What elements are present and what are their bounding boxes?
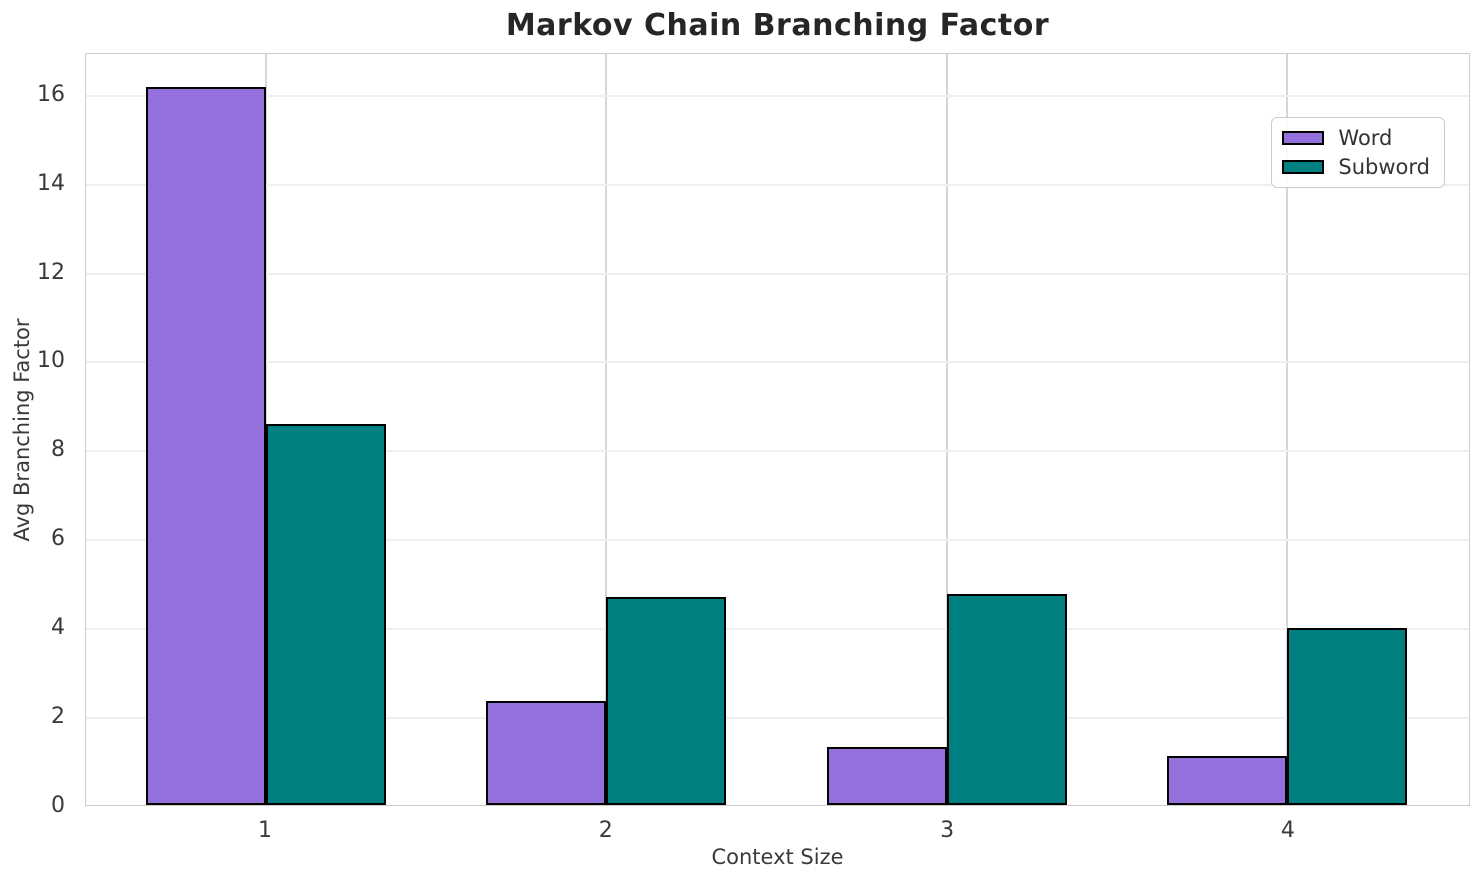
gridline-h-10 [86,361,1469,364]
gridline-h-16 [86,94,1469,97]
y-axis-label: Avg Branching Factor [10,318,34,542]
gridline-v-4 [1286,54,1289,805]
plot-inner [86,54,1469,805]
legend-label-subword: Subword [1338,155,1430,179]
y-tick-label-14: 14 [37,170,65,196]
bar-word-2 [486,700,606,805]
plot-area: Word Subword [85,53,1470,806]
gridline-h-14 [86,183,1469,186]
bar-word-4 [1167,756,1288,805]
legend-swatch-subword [1282,160,1325,174]
legend: Word Subword [1271,117,1445,188]
x-tick-label-4: 4 [1280,818,1295,843]
legend-label-word: Word [1338,126,1393,150]
y-tick-label-8: 8 [51,437,65,463]
gridline-v-3 [945,54,948,805]
legend-item-word: Word [1282,126,1430,150]
bar-word-3 [827,747,947,805]
y-tick-label-10: 10 [37,348,65,374]
x-tick-label-2: 2 [598,818,613,843]
x-tick-label-3: 3 [940,818,955,843]
y-tick-label-0: 0 [51,793,65,818]
gridline-v-2 [605,54,607,805]
y-tick-label-6: 6 [51,526,65,552]
bar-subword-2 [606,596,726,805]
chart-title: Markov Chain Branching Factor [505,8,1050,43]
y-tick-label-4: 4 [51,615,65,641]
bar-subword-3 [946,594,1067,805]
y-tick-label-16: 16 [37,81,65,107]
gridline-h-12 [86,272,1469,275]
x-axis-label: Context Size [711,845,844,869]
bar-word-1 [146,86,266,805]
y-tick-label-2: 2 [51,704,65,730]
legend-item-subword: Subword [1282,155,1430,179]
gridline-h-6 [86,539,1469,542]
x-axis-ticks: 1 2 3 4 [85,806,1470,848]
gridline-h-2 [86,717,1469,720]
gridline-h-8 [86,450,1469,453]
bar-subword-4 [1287,627,1407,805]
x-tick-label-1: 1 [258,818,273,843]
legend-swatch-word [1282,131,1325,145]
y-axis-ticks: 0 2 4 6 8 10 12 14 16 [0,53,77,818]
y-tick-label-12: 12 [37,259,65,285]
gridline-h-4 [86,628,1469,631]
bar-subword-1 [265,423,386,805]
